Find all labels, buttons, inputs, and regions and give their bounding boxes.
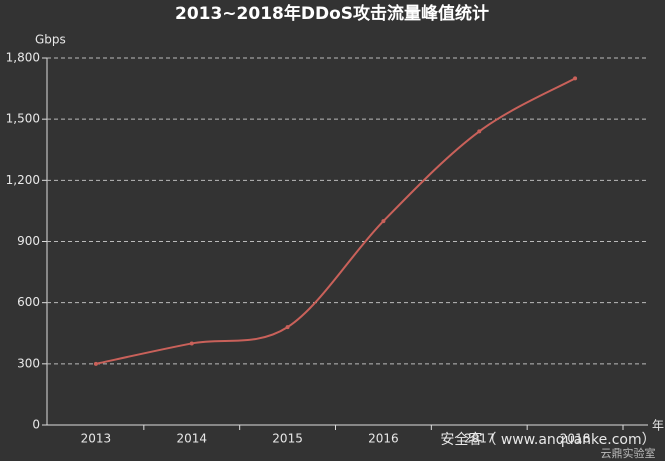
x-tick-label: 2018 [560,432,591,446]
x-tick-label: 2016 [368,432,399,446]
data-point [381,219,386,224]
y-tick-label: 1,500 [6,112,40,126]
y-tick-label: 1,200 [6,173,40,187]
x-axis-label: 年 [652,419,664,433]
data-point [285,325,290,330]
y-tick-label: 600 [17,295,40,309]
watermark: 云鼎实验室 [601,446,656,460]
data-point [477,129,482,134]
y-tick-label: 300 [17,356,40,370]
watermark: 安全客（ www.anquanke.com） [440,431,655,448]
data-point [93,361,98,366]
data-point [189,341,194,346]
x-tick-label: 2015 [272,432,303,446]
x-tick-label: 2017 [464,432,495,446]
y-axis-label: Gbps [35,33,66,47]
chart-title: 2013~2018年DDoS攻击流量峰值统计 [175,3,489,24]
x-tick-label: 2013 [81,432,112,446]
y-tick-label: 1,800 [6,51,40,65]
y-tick-label: 900 [17,234,40,248]
y-tick-label: 0 [32,418,40,432]
data-point [573,76,578,81]
x-tick-label: 2014 [176,432,207,446]
